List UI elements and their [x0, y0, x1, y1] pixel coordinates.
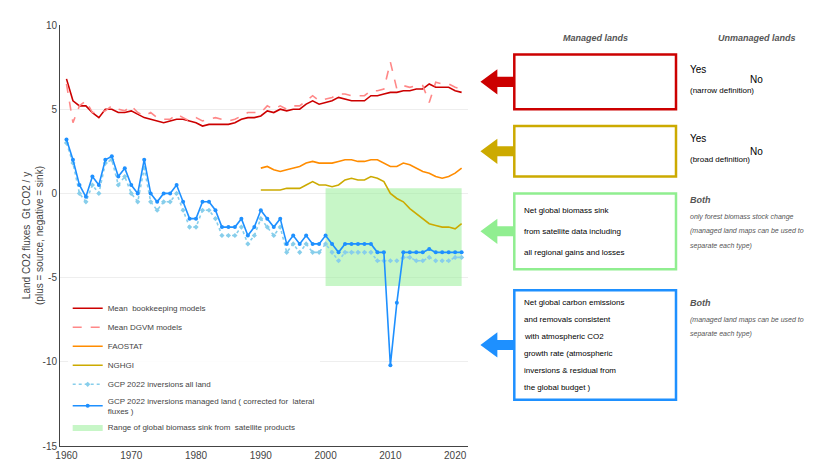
- svg-text:Yes: Yes: [690, 64, 706, 75]
- svg-text:the global budget ): the global budget ): [524, 383, 591, 392]
- svg-text:Unmanaged lands: Unmanaged lands: [718, 33, 796, 43]
- svg-text:Mean DGVM models: Mean DGVM models: [108, 323, 182, 332]
- svg-text:inversions & residual from: inversions & residual from: [524, 366, 616, 375]
- svg-text:1960: 1960: [55, 450, 78, 461]
- svg-text:1990: 1990: [250, 450, 273, 461]
- svg-text:No: No: [750, 146, 763, 157]
- svg-text:GCP 2022 inversions all land: GCP 2022 inversions all land: [108, 380, 211, 389]
- svg-text:(broad definition): (broad definition): [690, 155, 750, 164]
- svg-text:5: 5: [51, 104, 57, 115]
- svg-text:Net global biomass sink: Net global biomass sink: [524, 206, 609, 215]
- svg-text:Land CO2 fluxes Gt CO2 / y(pl: Land CO2 fluxes Gt CO2 / y(plus = source…: [21, 166, 45, 305]
- svg-text:No: No: [750, 74, 763, 85]
- svg-text:separate each type): separate each type): [690, 330, 752, 338]
- svg-text:10: 10: [46, 20, 58, 31]
- svg-text:(managed land maps can be used: (managed land maps can be used to: [690, 316, 804, 324]
- svg-text:Net global carbon emissions: Net global carbon emissions: [524, 298, 625, 307]
- svg-text:Yes: Yes: [690, 133, 706, 144]
- svg-text:2010: 2010: [379, 450, 402, 461]
- svg-text:with atmospheric CO2: with atmospheric CO2: [524, 332, 604, 341]
- svg-text:(managed land maps can be used: (managed land maps can be used to: [690, 227, 804, 235]
- svg-text:-10: -10: [43, 356, 58, 367]
- svg-text:from satellite data including: from satellite data including: [524, 227, 621, 236]
- svg-text:all regional gains and losses: all regional gains and losses: [524, 248, 625, 257]
- svg-text:Both: Both: [690, 298, 711, 308]
- svg-text:Range of global biomass sink f: Range of global biomass sink from satell…: [108, 423, 295, 432]
- svg-text:1970: 1970: [120, 450, 143, 461]
- svg-text:separate each type): separate each type): [690, 242, 752, 250]
- svg-text:2000: 2000: [314, 450, 337, 461]
- svg-text:0: 0: [51, 188, 57, 199]
- svg-text:1980: 1980: [185, 450, 208, 461]
- svg-text:FAOSTAT: FAOSTAT: [108, 342, 143, 351]
- svg-text:Both: Both: [690, 195, 711, 205]
- svg-text:2020: 2020: [444, 450, 467, 461]
- svg-text:-15: -15: [43, 441, 58, 452]
- svg-text:NGHGI: NGHGI: [108, 361, 134, 370]
- svg-text:growth rate (atmospheric: growth rate (atmospheric: [524, 349, 612, 358]
- svg-text:(narrow definition): (narrow definition): [690, 86, 754, 95]
- svg-text:and removals consistent: and removals consistent: [524, 315, 611, 324]
- svg-text:Managed lands: Managed lands: [563, 33, 628, 43]
- svg-text:Mean bookkeeping models: Mean bookkeeping models: [108, 304, 206, 313]
- svg-text:only forest biomass stock chan: only forest biomass stock change: [690, 213, 794, 221]
- svg-text:-5: -5: [48, 272, 57, 283]
- svg-text:GCP 2022 inversions managed la: GCP 2022 inversions managed land ( corre…: [108, 397, 315, 416]
